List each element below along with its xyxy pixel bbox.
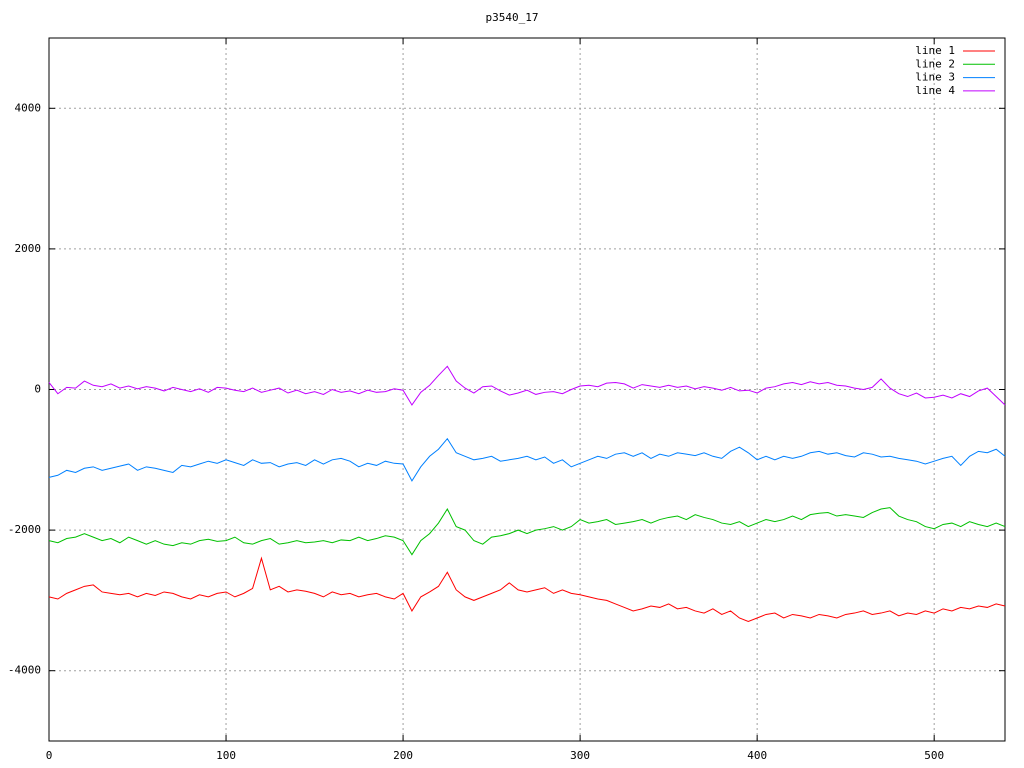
plot-frame	[48, 37, 1006, 742]
legend-label: line 1	[915, 44, 955, 57]
x-tick-label: 200	[393, 749, 413, 762]
data-line	[48, 507, 1006, 556]
x-tick-label: 100	[216, 749, 236, 762]
y-tick-label: -4000	[8, 664, 41, 677]
data-line	[48, 437, 1006, 482]
y-tick-label: 0	[34, 383, 41, 396]
legend-label: line 2	[915, 57, 955, 70]
legend-label: line 3	[915, 71, 955, 84]
chart-title: p3540_17	[486, 11, 539, 24]
y-tick-label: -2000	[8, 523, 41, 536]
x-tick-label: 300	[570, 749, 590, 762]
y-tick-label: 4000	[15, 101, 42, 114]
data-line	[48, 556, 1006, 623]
data-line	[48, 365, 1006, 406]
y-tick-label: 2000	[15, 242, 42, 255]
x-tick-label: 400	[747, 749, 767, 762]
x-tick-label: 0	[46, 749, 53, 762]
x-tick-label: 500	[924, 749, 944, 762]
legend-label: line 4	[915, 84, 955, 97]
